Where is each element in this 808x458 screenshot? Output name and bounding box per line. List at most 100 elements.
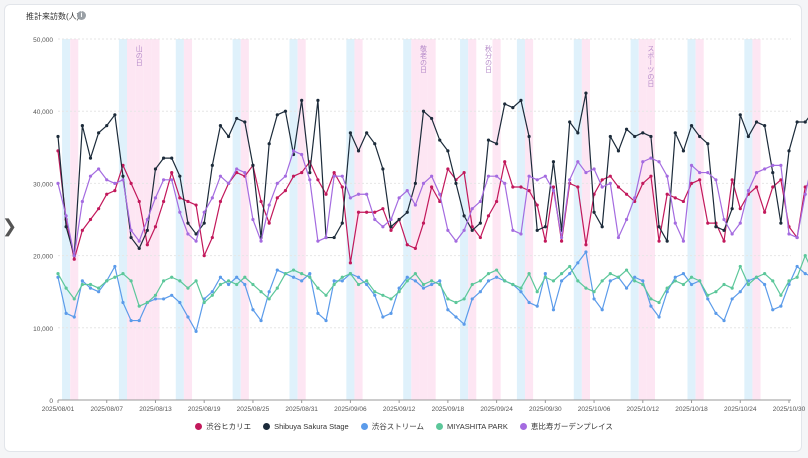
data-point	[267, 290, 271, 294]
data-point	[324, 318, 328, 323]
data-point	[226, 134, 231, 139]
data-point	[649, 134, 653, 139]
data-point	[226, 279, 231, 283]
data-point	[259, 239, 263, 243]
legend-item[interactable]: 渋谷ストリーム	[360, 421, 424, 432]
legend-marker	[263, 423, 271, 430]
data-point	[698, 170, 702, 175]
data-point	[291, 275, 296, 279]
data-point	[218, 199, 223, 204]
data-point	[243, 275, 247, 279]
data-point	[738, 207, 742, 211]
holiday-band	[525, 39, 534, 400]
data-point	[730, 286, 734, 290]
data-point	[381, 315, 385, 319]
holiday-label: 山の日	[135, 44, 143, 67]
data-point	[64, 225, 68, 229]
data-point	[771, 308, 775, 312]
data-point	[714, 178, 718, 182]
data-point	[137, 318, 141, 323]
data-point	[332, 282, 336, 287]
data-point	[72, 257, 76, 261]
data-point	[88, 217, 93, 222]
data-point	[584, 243, 588, 247]
y-tick-label: 40,000	[33, 109, 53, 116]
data-point	[746, 134, 750, 139]
data-point	[795, 235, 799, 240]
data-point	[88, 286, 93, 290]
data-point	[519, 232, 523, 236]
data-point	[397, 196, 401, 200]
data-point	[657, 160, 661, 164]
data-point	[291, 268, 296, 272]
data-point	[300, 152, 304, 157]
chevron-right-icon[interactable]: ❯	[2, 216, 18, 236]
info-icon[interactable]: i	[77, 11, 86, 20]
data-point	[291, 149, 296, 153]
data-point	[568, 178, 572, 182]
data-point	[673, 196, 677, 200]
data-point	[153, 196, 158, 200]
holiday-band	[581, 39, 591, 400]
data-point	[446, 228, 450, 232]
data-point	[624, 217, 629, 222]
data-point	[624, 192, 629, 196]
data-point	[145, 300, 149, 305]
data-point	[56, 272, 60, 276]
data-point	[259, 318, 263, 323]
data-point	[771, 185, 775, 189]
legend-item[interactable]: Shibuya Sakura Stage	[263, 422, 349, 431]
data-point	[665, 174, 669, 178]
data-point	[421, 282, 426, 287]
data-point	[714, 225, 718, 229]
legend-item[interactable]: 恵比寿ガーデンプレイス	[519, 421, 613, 432]
holiday-band	[468, 39, 477, 400]
data-point	[145, 243, 149, 247]
data-point	[194, 232, 198, 236]
data-point	[161, 199, 166, 204]
data-point	[527, 272, 531, 276]
data-point	[97, 286, 101, 290]
y-tick-label: 30,000	[33, 181, 53, 188]
chart-title: 推計来訪数(人)	[26, 12, 80, 21]
data-point	[795, 275, 799, 279]
x-tick-label: 2025/09/30	[529, 406, 562, 413]
data-point	[438, 279, 442, 283]
holiday-band	[70, 39, 79, 400]
data-point	[551, 308, 556, 312]
legend-item[interactable]: 渋谷ヒカリエ	[195, 421, 251, 432]
data-point	[641, 282, 645, 287]
data-point	[624, 286, 629, 290]
legend-item[interactable]: MIYASHITA PARK	[436, 422, 508, 431]
data-point	[763, 282, 767, 287]
data-point	[706, 170, 710, 175]
data-point	[218, 282, 223, 287]
data-point	[470, 225, 474, 229]
legend-label: Shibuya Sakura Stage	[274, 422, 349, 431]
data-point	[348, 261, 352, 265]
data-point	[235, 275, 239, 279]
data-point	[641, 131, 645, 135]
data-point	[446, 297, 450, 301]
data-point	[771, 279, 775, 283]
data-point	[608, 181, 612, 185]
data-point	[397, 217, 401, 222]
data-point	[178, 300, 182, 305]
data-point	[194, 329, 198, 334]
data-point	[316, 239, 320, 243]
data-point	[283, 189, 288, 193]
data-point	[178, 174, 182, 178]
data-point	[348, 131, 352, 135]
data-point	[72, 297, 76, 301]
data-point	[673, 279, 677, 283]
data-point	[592, 210, 596, 214]
data-point	[137, 246, 141, 250]
data-point	[113, 113, 117, 117]
data-point	[430, 174, 434, 178]
data-point	[511, 282, 515, 287]
data-point	[803, 272, 807, 276]
data-point	[495, 142, 499, 146]
data-point	[210, 196, 214, 200]
data-point	[665, 286, 669, 290]
data-point	[56, 275, 60, 279]
